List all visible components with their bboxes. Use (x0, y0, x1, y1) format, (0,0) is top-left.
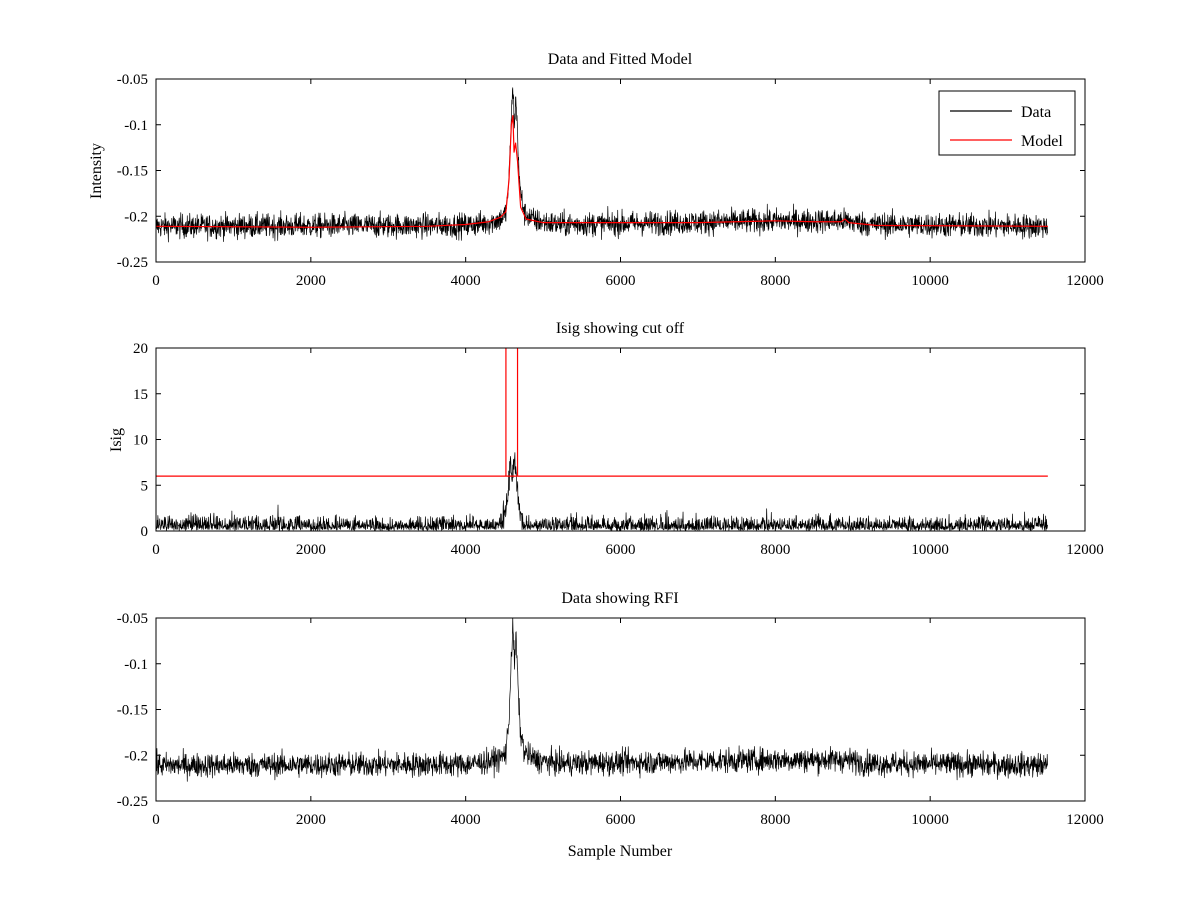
series-data-line (156, 618, 1048, 782)
y-tick-label: 15 (133, 387, 148, 403)
panel-data-and-fitted-model: Data and Fitted Model Intensity 0 2000 400… (88, 51, 1104, 289)
series-group (156, 618, 1048, 782)
y-tick-label: -0.1 (124, 118, 148, 134)
series-isig-line (156, 452, 1048, 531)
y-tick-label: -0.2 (124, 748, 148, 764)
x-tick-label: 8000 (760, 273, 790, 289)
y-tick-label: -0.15 (117, 703, 148, 719)
x-tick-label: 2000 (296, 273, 326, 289)
x-tick-label: 6000 (606, 273, 636, 289)
panel-title: Data and Fitted Model (548, 51, 693, 68)
y-tick-label: -0.1 (124, 657, 148, 673)
plot-area: 0 2000 4000 6000 8000 10000 12000 -0.05 -0.1 -0.1… (117, 611, 1104, 828)
x-tick-label: 6000 (606, 542, 636, 558)
panel-title: Isig showing cut off (556, 320, 685, 337)
series-data-line (156, 87, 1048, 243)
x-tick-label: 12000 (1066, 542, 1104, 558)
x-tick-label: 10000 (911, 812, 949, 828)
x-tick-label: 2000 (296, 812, 326, 828)
y-tick-label: -0.15 (117, 164, 148, 180)
x-tick-label: 0 (152, 812, 160, 828)
x-tick-label: 12000 (1066, 273, 1104, 289)
x-tick-label: 12000 (1066, 812, 1104, 828)
series-cut-off-line (156, 348, 1048, 477)
legend: Data Model (938, 90, 1076, 156)
panel-title: Data showing RFI (561, 590, 678, 607)
series-group (156, 87, 1048, 243)
x-tick-label: 10000 (911, 273, 949, 289)
legend-box (938, 90, 1076, 156)
x-tick-label: 6000 (606, 812, 636, 828)
plot-area: 0 2000 4000 6000 8000 10000 12000 0 5 10 15 20 (133, 341, 1104, 558)
legend-model-label: Model (1021, 133, 1063, 150)
y-tick-label: -0.25 (117, 794, 148, 810)
x-tick-label: 8000 (760, 812, 790, 828)
x-tick-label: 4000 (451, 542, 481, 558)
x-tick-label: 0 (152, 542, 160, 558)
plot-area: 0 2000 4000 6000 8000 10000 12000 -0.05 -0.1 -0.1… (117, 72, 1104, 289)
y-tick-label: -0.25 (117, 255, 148, 271)
x-tick-label: 10000 (911, 542, 949, 558)
y-tick-label: 0 (141, 524, 149, 540)
y-tick-label: -0.05 (117, 72, 148, 88)
x-tick-label: 2000 (296, 542, 326, 558)
legend-data-label: Data (1021, 104, 1051, 121)
y-tick-label: 5 (141, 478, 149, 494)
x-tick-label: 4000 (451, 273, 481, 289)
y-axis-label: Isig (108, 428, 125, 452)
y-tick-label: 20 (133, 341, 148, 357)
x-axis-label: Sample Number (568, 843, 673, 860)
x-tick-label: 0 (152, 273, 160, 289)
panel-isig-showing-cut-off: Isig showing cut off Isig 0 2000 4000 6000 8… (108, 320, 1104, 558)
series-group (156, 348, 1048, 531)
y-tick-label: -0.05 (117, 611, 148, 627)
y-tick-label: 10 (133, 433, 148, 449)
y-tick-label: -0.2 (124, 209, 148, 225)
series-model-line (156, 115, 1048, 228)
y-axis-label: Intensity (88, 143, 105, 199)
x-tick-label: 4000 (451, 812, 481, 828)
x-tick-label: 8000 (760, 542, 790, 558)
panel-data-showing-rfi: Data showing RFI Sample Number 0 2000 4000… (117, 590, 1104, 860)
